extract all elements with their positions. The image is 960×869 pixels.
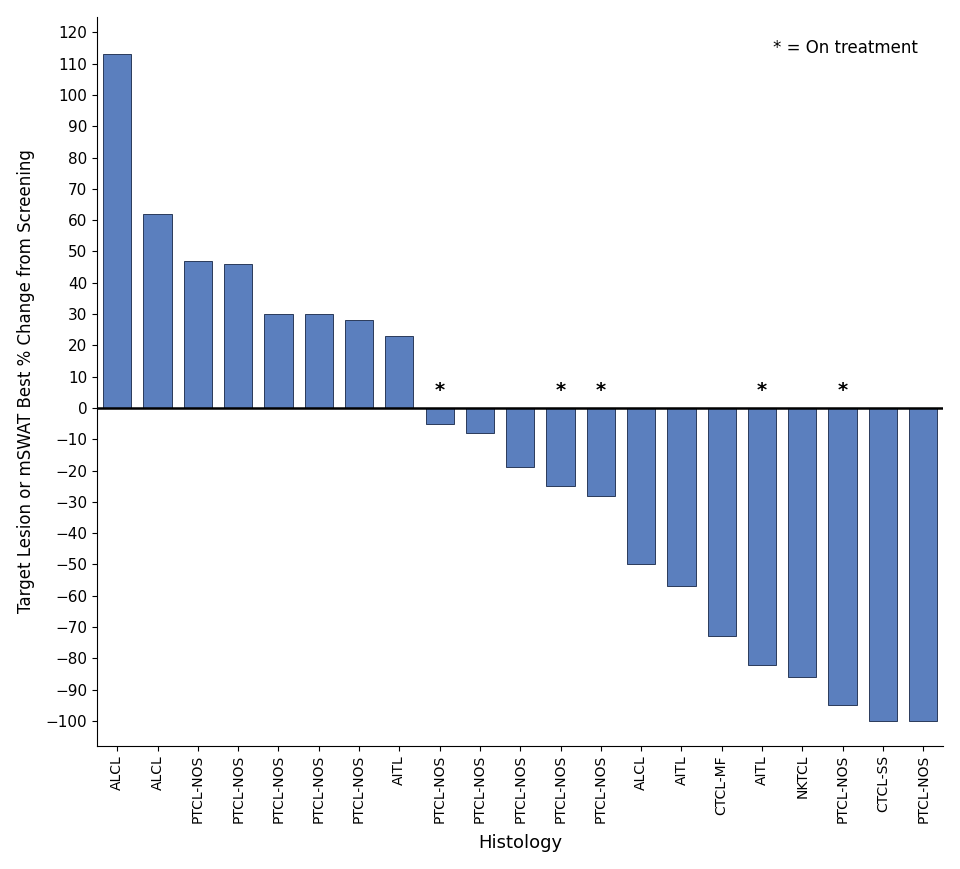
Bar [264,314,293,408]
Text: *: * [837,381,848,400]
Bar [183,261,212,408]
Bar [224,264,252,408]
Bar [587,408,615,495]
Bar [546,408,575,486]
Text: * = On treatment: * = On treatment [773,38,918,56]
Bar [345,321,373,408]
Y-axis label: Target Lesion or mSWAT Best % Change from Screening: Target Lesion or mSWAT Best % Change fro… [16,149,35,614]
Bar [103,54,132,408]
Bar [667,408,695,587]
Bar [425,408,454,423]
Bar [748,408,776,665]
Bar [385,336,414,408]
Bar [627,408,656,564]
Bar [788,408,816,677]
Bar [909,408,937,721]
Text: *: * [435,381,444,400]
Text: *: * [756,381,767,400]
Bar [506,408,535,468]
Bar [304,314,333,408]
Bar [828,408,856,706]
Bar [869,408,897,721]
Bar [466,408,494,433]
Text: *: * [596,381,606,400]
Bar [708,408,735,636]
Text: *: * [556,381,565,400]
X-axis label: Histology: Histology [478,834,563,852]
Bar [143,214,172,408]
